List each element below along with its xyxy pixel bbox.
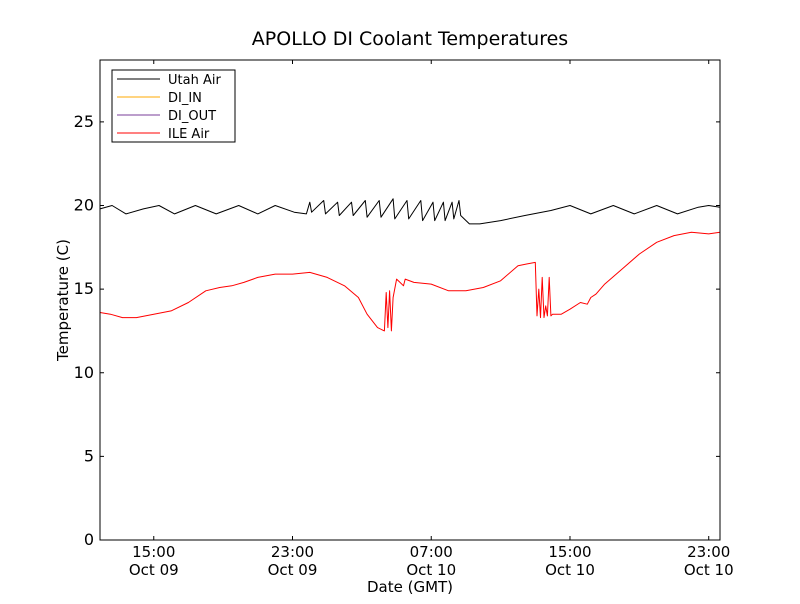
legend-entry-label: DI_OUT	[168, 109, 216, 124]
x-tick-time-label: 15:00	[548, 543, 591, 561]
y-tick-label: 5	[84, 446, 94, 465]
legend-entry-label: DI_IN	[168, 91, 202, 106]
series-line-ile-air	[99, 231, 721, 332]
x-tick-time-label: 07:00	[410, 543, 453, 561]
y-tick-label: 25	[74, 112, 94, 131]
y-tick-label: 0	[84, 530, 94, 549]
x-tick-date-label: Oct 10	[406, 561, 456, 579]
y-tick-label: 10	[74, 363, 94, 382]
legend-entry-label: Utah Air	[168, 73, 221, 88]
series-layer	[99, 198, 721, 332]
y-axis-label: Temperature (C)	[54, 239, 72, 362]
x-tick-time-label: 15:00	[132, 543, 175, 561]
x-tick-date-label: Oct 09	[129, 561, 179, 579]
x-tick-date-label: Oct 09	[268, 561, 318, 579]
y-tick-label: 20	[74, 196, 94, 215]
plot-border	[99, 59, 721, 541]
y-tick-label: 15	[74, 279, 94, 298]
legend-box	[111, 69, 236, 143]
x-axis-label: Date (GMT)	[367, 578, 453, 596]
x-tick-date-label: Oct 10	[684, 561, 734, 579]
series-line-utah-air	[99, 198, 721, 225]
x-tick-time-label: 23:00	[687, 543, 730, 561]
chart-title: APOLLO DI Coolant Temperatures	[252, 28, 568, 50]
legend: Utah Air DI_IN DI_OUT ILE Air	[111, 69, 236, 143]
legend-entry-label: ILE Air	[168, 127, 210, 142]
x-tick-date-label: Oct 10	[545, 561, 595, 579]
x-tick-time-label: 23:00	[271, 543, 314, 561]
